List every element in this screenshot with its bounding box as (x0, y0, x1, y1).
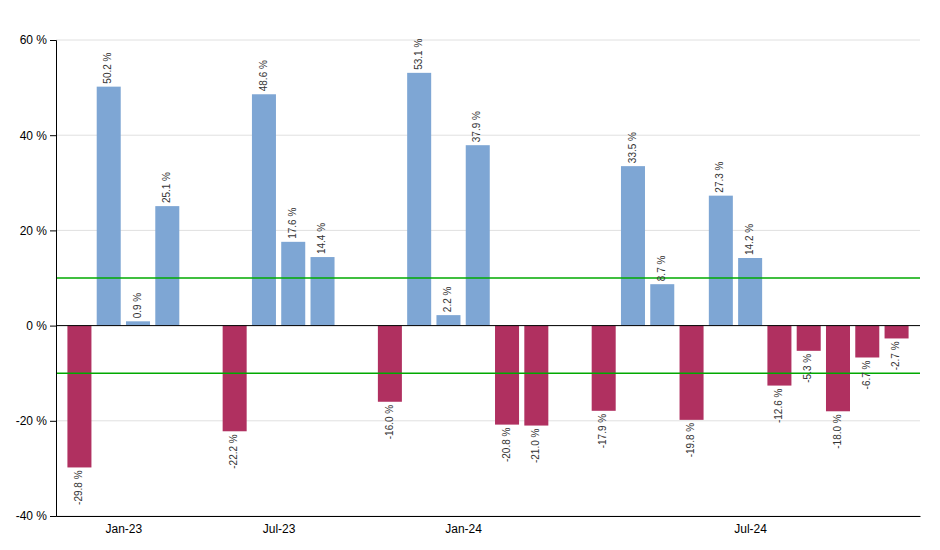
data-label: 48.6 % (258, 60, 269, 91)
x-tick: Jan-24 (445, 522, 482, 536)
data-label: -19.8 % (685, 423, 696, 458)
data-label: 50.2 % (102, 52, 113, 83)
grid-line (56, 325, 920, 326)
x-tick-label: Jan-23 (106, 522, 143, 536)
bar (738, 258, 762, 326)
grid-line (56, 516, 920, 517)
data-label: 17.6 % (287, 208, 298, 239)
data-label: 37.9 % (471, 111, 482, 142)
bar (524, 326, 548, 426)
bar (767, 326, 791, 386)
y-tick-label: 0 % (26, 319, 47, 333)
bar (709, 196, 733, 326)
data-label: -12.6 % (773, 388, 784, 423)
bar (67, 326, 91, 468)
data-label: 53.1 % (413, 39, 424, 70)
data-labels: -29.8 % 50.2 % 0.9 % 25.1 % -22.2 % 48.6 % 17.… (73, 39, 901, 505)
data-label: -29.8 % (73, 470, 84, 505)
y-tick: 40 % (20, 129, 56, 143)
y-tick-mark (50, 135, 56, 136)
grid (56, 40, 920, 516)
data-label: -2.7 % (890, 341, 901, 370)
marks (56, 73, 920, 468)
data-label: 14.4 % (316, 223, 327, 254)
grid-line (56, 135, 920, 136)
y-tick-mark (50, 230, 56, 231)
data-label: 27.3 % (714, 161, 725, 192)
data-label: -22.2 % (228, 434, 239, 469)
x-axis-line (57, 516, 921, 517)
y-tick-mark (50, 326, 56, 327)
y-tick-mark (50, 40, 56, 41)
x-tick: Jul-23 (263, 522, 296, 536)
zero-line (56, 325, 920, 326)
plot: -29.8 % 50.2 % 0.9 % 25.1 % -22.2 % 48.6 % 17.… (16, 33, 921, 535)
x-tick-label: Jul-23 (263, 522, 296, 536)
bar (155, 206, 179, 325)
reference-line (56, 277, 920, 279)
y-tick-label: 60 % (20, 33, 48, 47)
y-tick-mark (50, 421, 56, 422)
data-label: 14.2 % (744, 224, 755, 255)
data-label: -18.0 % (832, 414, 843, 449)
bar (97, 87, 121, 326)
data-label: -5.3 % (802, 354, 813, 383)
chart: -29.8 % 50.2 % 0.9 % 25.1 % -22.2 % 48.6 % 17.… (0, 0, 940, 550)
grid-line (56, 40, 920, 41)
bar (407, 73, 431, 326)
bar (436, 315, 460, 325)
bar (495, 326, 519, 425)
y-tick: -40 % (16, 509, 56, 523)
data-label: -17.9 % (597, 414, 608, 449)
y-tick-label: -40 % (16, 509, 48, 523)
bar (281, 242, 305, 326)
data-label: 25.1 % (161, 172, 172, 203)
bar (378, 326, 402, 402)
bar (826, 326, 850, 412)
bar (592, 326, 616, 411)
bar (885, 326, 909, 339)
data-label: 2.2 % (442, 286, 453, 312)
x-axis: Jan-23 Jul-23 Jan-24 Jul-24 (57, 517, 921, 536)
data-label: -20.8 % (501, 428, 512, 463)
data-label: -16.0 % (384, 405, 395, 440)
data-label: 0.9 % (132, 293, 143, 319)
grid-line (56, 420, 920, 421)
y-tick: 0 % (26, 319, 56, 333)
data-label: 33.5 % (627, 132, 638, 163)
y-tick: 20 % (20, 224, 56, 238)
bar (855, 326, 879, 358)
y-tick: 60 % (20, 33, 56, 47)
bar (621, 166, 645, 325)
x-tick-label: Jan-24 (445, 522, 482, 536)
x-tick: Jan-23 (106, 522, 143, 536)
bar (252, 94, 276, 325)
data-label: -6.7 % (861, 360, 872, 389)
bar (223, 326, 247, 432)
y-axis-line (50, 41, 57, 517)
data-label: -21.0 % (530, 428, 541, 463)
bar (126, 321, 150, 325)
data-label: 8.7 % (656, 256, 667, 282)
bar (650, 284, 674, 325)
bar (797, 326, 821, 351)
y-tick: -20 % (16, 414, 56, 428)
x-tick: Jul-24 (734, 522, 767, 536)
y-tick-label: -20 % (16, 414, 48, 428)
y-axis: -40 % -20 % 0 % 20 % 40 % 60 % (16, 33, 57, 523)
y-tick-mark (50, 516, 56, 517)
bar (311, 257, 335, 326)
y-tick-label: 20 % (20, 224, 48, 238)
x-tick-label: Jul-24 (734, 522, 767, 536)
bar (466, 145, 490, 325)
reference-line (56, 372, 920, 374)
y-tick-label: 40 % (20, 129, 48, 143)
